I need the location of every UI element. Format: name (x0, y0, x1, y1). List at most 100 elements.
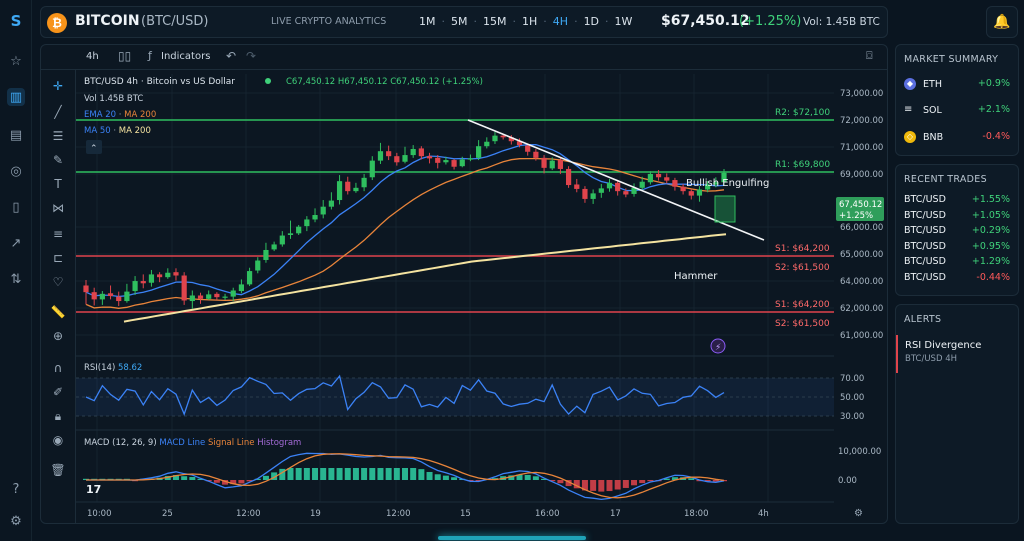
flow-icon[interactable]: ⇅ (10, 271, 22, 287)
candlesticks (83, 131, 727, 309)
market-item-bnb[interactable]: ◇ BNB -0.4% (904, 131, 1010, 145)
trade-row[interactable]: BTC/USD +0.95% (904, 241, 1010, 255)
timeframe-1m[interactable]: 1M (419, 15, 436, 28)
trade-row[interactable]: BTC/USD +1.55% (904, 194, 1010, 208)
market-item-sol[interactable]: ≡ SOL +2.1% (904, 104, 1010, 118)
macd-bar (508, 475, 515, 480)
notification-bell-icon[interactable]: 🔔 (986, 6, 1018, 38)
trendline-icon[interactable]: ╱ (54, 105, 62, 119)
bookmark-icon[interactable]: ▯ (12, 199, 20, 215)
macd-bar (606, 480, 613, 492)
market-item-eth[interactable]: ◆ ETH +0.9% (904, 78, 1010, 92)
rsi-axis-70: 70.00 (840, 374, 864, 384)
timeframe-1h[interactable]: 1H (522, 15, 538, 28)
price-chart[interactable]: R2: $72,100 R1: $69,800 S1: $64,200 S2: $61… (40, 70, 888, 524)
fib-icon[interactable]: ≡ (52, 227, 64, 241)
alert-item[interactable]: RSI Divergence BTC/USD 4H (896, 335, 1016, 373)
indicators-button[interactable]: Indicators (161, 51, 211, 62)
candle-body (647, 173, 653, 183)
redo-icon[interactable]: ↷ (246, 49, 257, 63)
level-label: S2: $61,500 (775, 319, 830, 329)
macd-bar (442, 475, 449, 480)
timeframe-5m[interactable]: 5M (451, 15, 468, 28)
current-price-tag: 67,450.12 +1.25% (836, 197, 884, 221)
projection-icon[interactable]: ⊏ (52, 251, 64, 265)
bar-chart-icon[interactable]: ▤ (9, 127, 23, 143)
timeframe-1w[interactable]: 1W (614, 15, 633, 28)
chart-icon[interactable]: ▥ (7, 88, 25, 106)
time-axis-label: 25 (162, 509, 173, 519)
macd-bar (295, 468, 302, 480)
macd-bar (581, 480, 588, 491)
undo-icon[interactable]: ↶ (226, 49, 237, 63)
time-axis: 10:00 25 12:00 19 12:00 15 16:00 17 18:00 4h (87, 509, 769, 519)
trade-row[interactable]: BTC/USD +1.05% (904, 210, 1010, 224)
bottom-handle[interactable] (438, 536, 586, 540)
help-icon[interactable]: ? (12, 481, 20, 497)
chart-legend-ohlc: C67,450.12 H67,450.12 C67,450.12 (+1.25%… (286, 77, 483, 87)
heart-icon[interactable]: ♡ (52, 275, 64, 289)
trade-change: +1.05% (971, 210, 1010, 221)
macd-bar (189, 477, 196, 480)
trade-change: +1.29% (971, 256, 1010, 267)
text-icon[interactable]: T (54, 177, 62, 191)
trade-row[interactable]: BTC/USD -0.44% (904, 272, 1010, 286)
macd-bar (712, 480, 719, 482)
timeframe-15m[interactable]: 15M (483, 15, 507, 28)
crosshair-icon[interactable]: ✛ (52, 79, 64, 93)
level-label: S2: $61,500 (775, 263, 830, 273)
candle-type-icon[interactable]: ▯▯ (118, 49, 132, 63)
star-icon[interactable]: ☆ (10, 53, 22, 69)
ruler-icon[interactable]: 📏 (50, 305, 66, 319)
candle-body (418, 148, 424, 157)
indicators-icon[interactable]: ƒ (148, 49, 152, 62)
candle-body (361, 177, 367, 188)
candle-body (574, 184, 580, 189)
eye-icon[interactable]: ◉ (52, 433, 64, 447)
lock-icon[interactable]: 🔒︎ (54, 408, 62, 423)
candle-body (312, 215, 318, 220)
horizontal-lines-icon[interactable]: ☰ (52, 129, 64, 143)
lock-drawing-icon[interactable]: ✐ (52, 385, 64, 399)
pattern-icon[interactable]: ⋈ (52, 201, 64, 215)
brush-icon[interactable]: ✎ (52, 153, 64, 167)
macd-bar (377, 468, 384, 480)
level-label: R2: $72,100 (775, 108, 830, 118)
candle-body (680, 186, 686, 192)
rsi-axis-30: 30.00 (840, 412, 864, 422)
candle-body (369, 160, 375, 178)
price-axis-label: 71,000.00 (840, 143, 883, 153)
candle-body (394, 156, 400, 163)
bitcoin-logo-icon: ₿ (47, 13, 67, 33)
candle-body (688, 191, 694, 196)
timeframe-4h[interactable]: 4H (552, 15, 569, 28)
candle-body (246, 271, 253, 285)
macd-bar (254, 478, 261, 480)
interval-button[interactable]: 4h (86, 51, 99, 62)
time-axis-label: 12:00 (236, 509, 261, 519)
trend-icon[interactable]: ↗ (10, 235, 22, 251)
macd-bar (262, 475, 269, 480)
app-logo-icon[interactable]: S (10, 12, 22, 30)
timeframe-1d[interactable]: 1D (583, 15, 600, 28)
app-rail: S ☆ ▥ ▤ ◎ ▯ ↗ ⇅ ? ⚙ (0, 0, 32, 541)
symbol-name: BITCOIN (75, 13, 140, 29)
trade-row[interactable]: BTC/USD +1.29% (904, 256, 1010, 270)
magnet-icon[interactable]: ∩ (53, 361, 63, 375)
trade-change: -0.44% (976, 272, 1010, 283)
time-axis-label: 10:00 (87, 509, 112, 519)
macd-bar (451, 477, 458, 480)
trash-icon[interactable]: 🗑︎ (50, 463, 66, 477)
macd-bar (385, 468, 392, 480)
candle-body (230, 290, 236, 297)
macd-bar (418, 469, 425, 480)
trade-row[interactable]: BTC/USD +0.29% (904, 225, 1010, 239)
macd-bar (369, 468, 376, 480)
candle-body (664, 177, 670, 181)
candle-body (426, 156, 433, 159)
zoom-icon[interactable]: ⊕ (52, 329, 64, 343)
settings-icon[interactable]: ⚙ (10, 513, 22, 529)
compass-icon[interactable]: ◎ (10, 163, 22, 179)
macd-bar (704, 480, 711, 482)
camera-icon[interactable]: ⌼ (866, 49, 873, 62)
